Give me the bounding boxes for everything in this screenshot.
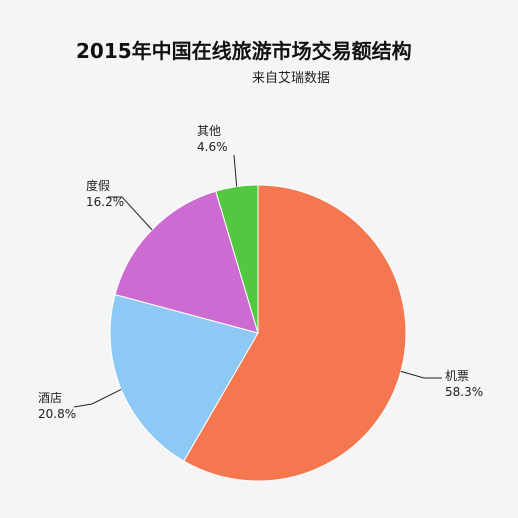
pie-slice-3 xyxy=(114,190,259,334)
leader-line-4 xyxy=(233,154,238,187)
slice-value-label-4: 4.6% xyxy=(197,140,228,154)
slice-value-label-3: 16.2% xyxy=(86,195,124,209)
slice-name-label-2: 酒店 xyxy=(38,391,62,405)
pie-slice-2 xyxy=(109,293,259,462)
chart-title: 2015年中国在线旅游市场交易额结构 xyxy=(76,39,412,63)
slice-value-label-2: 20.8% xyxy=(38,407,76,421)
chart-subtitle: 来自艾瑞数据 xyxy=(252,71,331,86)
slice-name-label-4: 其他 xyxy=(197,124,221,138)
pie-slice-4 xyxy=(215,184,259,334)
leader-line-1 xyxy=(400,370,442,379)
slice-value-label-1: 58.3% xyxy=(445,385,483,399)
slice-name-label-1: 机票 xyxy=(445,369,469,383)
leader-line-2 xyxy=(73,389,122,408)
leader-line-3 xyxy=(108,196,153,231)
slice-name-label-3: 度假 xyxy=(86,178,110,193)
